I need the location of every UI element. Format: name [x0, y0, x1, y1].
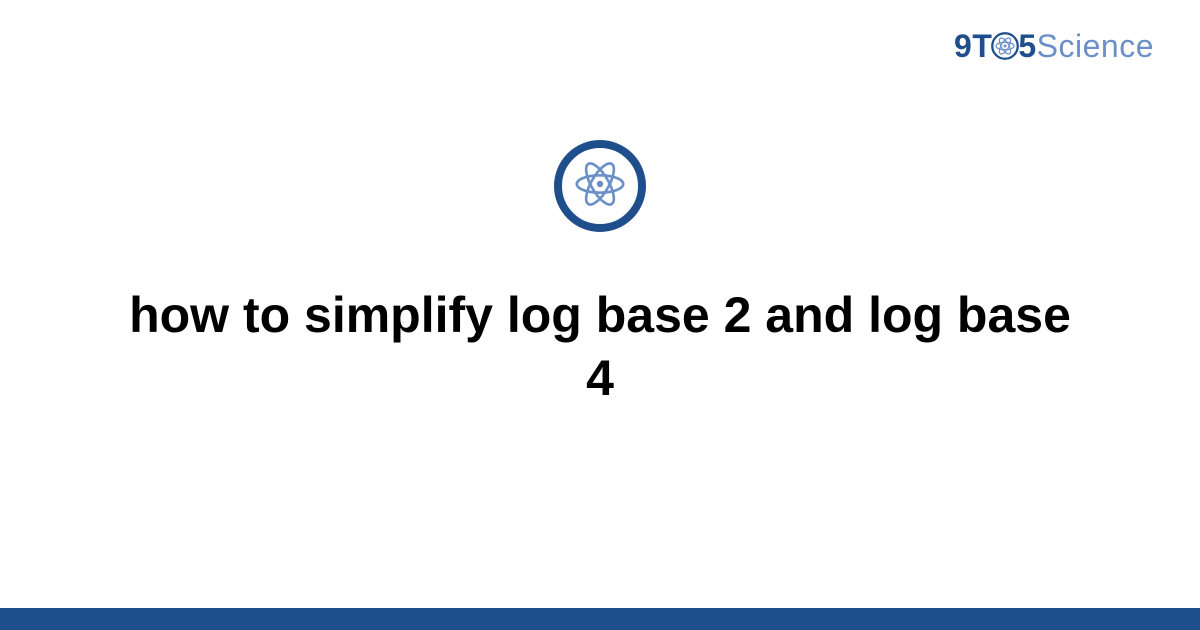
center-logo-circle	[554, 140, 646, 232]
brand-word: Science	[1037, 28, 1154, 64]
atom-icon	[990, 31, 1020, 69]
brand-logo-text: 9T 5Science	[954, 28, 1154, 69]
page-title: how to simplify log base 2 and log base …	[120, 284, 1080, 409]
atom-icon	[571, 155, 629, 218]
footer-bar	[0, 608, 1200, 630]
brand-prefix: 9T	[954, 28, 992, 64]
brand-suffix: 5	[1018, 28, 1036, 64]
main-content: how to simplify log base 2 and log base …	[0, 140, 1200, 409]
